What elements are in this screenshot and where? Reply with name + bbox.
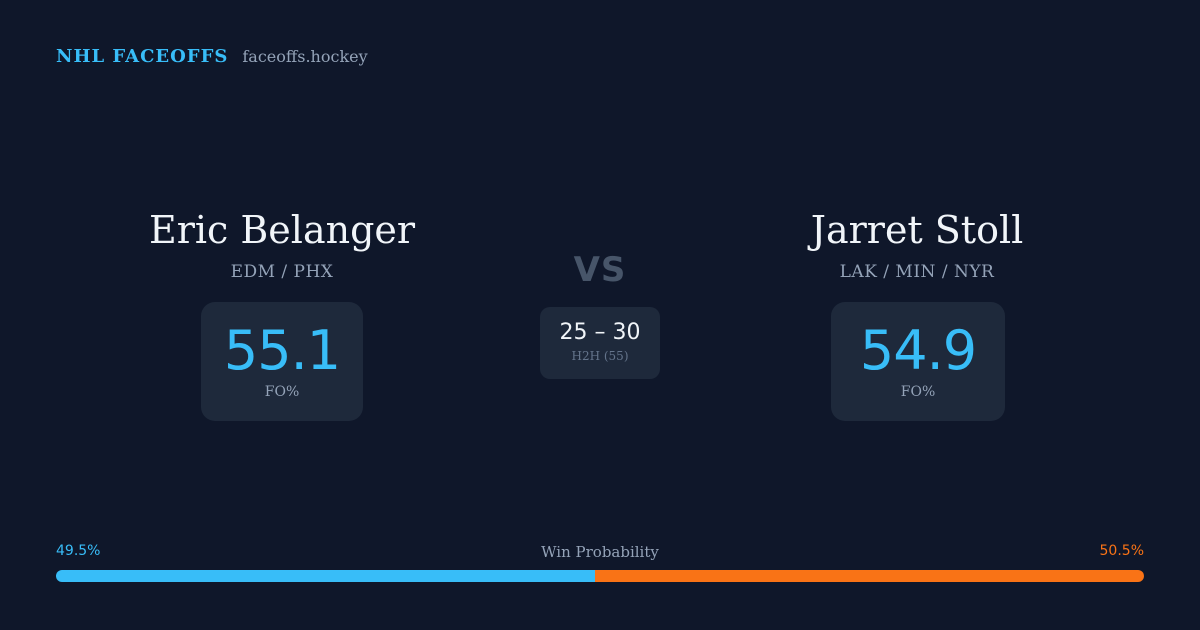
win-probability-bar-left: [56, 570, 595, 582]
player-right-name: Jarret Stoll: [810, 208, 1024, 252]
player-right-fo-value: 54.9: [859, 319, 977, 382]
brand-title: NHL FACEOFFS: [56, 46, 229, 67]
h2h-score: 25 – 30: [559, 320, 641, 345]
player-right-teams: LAK / MIN / NYR: [839, 262, 995, 282]
win-probability-right-pct: 50.5%: [1099, 543, 1144, 559]
player-left-stat-card: 55.1 FO%: [201, 302, 363, 421]
player-right: Jarret Stoll LAK / MIN / NYR: [707, 205, 1127, 282]
header: NHL FACEOFFS faceoffs.hockey: [56, 46, 368, 67]
player-right-fo-label: FO%: [900, 384, 936, 400]
player-right-stat-card: 54.9 FO%: [831, 302, 1005, 421]
win-probability-left-pct: 49.5%: [56, 543, 101, 559]
vs-label: VS: [573, 250, 627, 290]
player-left-name: Eric Belanger: [148, 208, 416, 252]
h2h-card: 25 – 30 H2H (55): [540, 307, 660, 379]
player-left-fo-value: 55.1: [223, 319, 341, 382]
site-url: faceoffs.hockey: [242, 47, 368, 66]
player-left-teams: EDM / PHX: [230, 262, 334, 282]
player-left-fo-label: FO%: [264, 384, 300, 400]
win-probability-title: Win Probability: [541, 543, 659, 561]
player-left: Eric Belanger EDM / PHX: [72, 205, 492, 282]
win-probability-bar: [56, 570, 1144, 582]
win-probability-labels: Win Probability 49.5% 50.5%: [56, 543, 1144, 563]
h2h-label: H2H (55): [571, 349, 629, 363]
win-probability-bar-right: [594, 570, 1144, 582]
